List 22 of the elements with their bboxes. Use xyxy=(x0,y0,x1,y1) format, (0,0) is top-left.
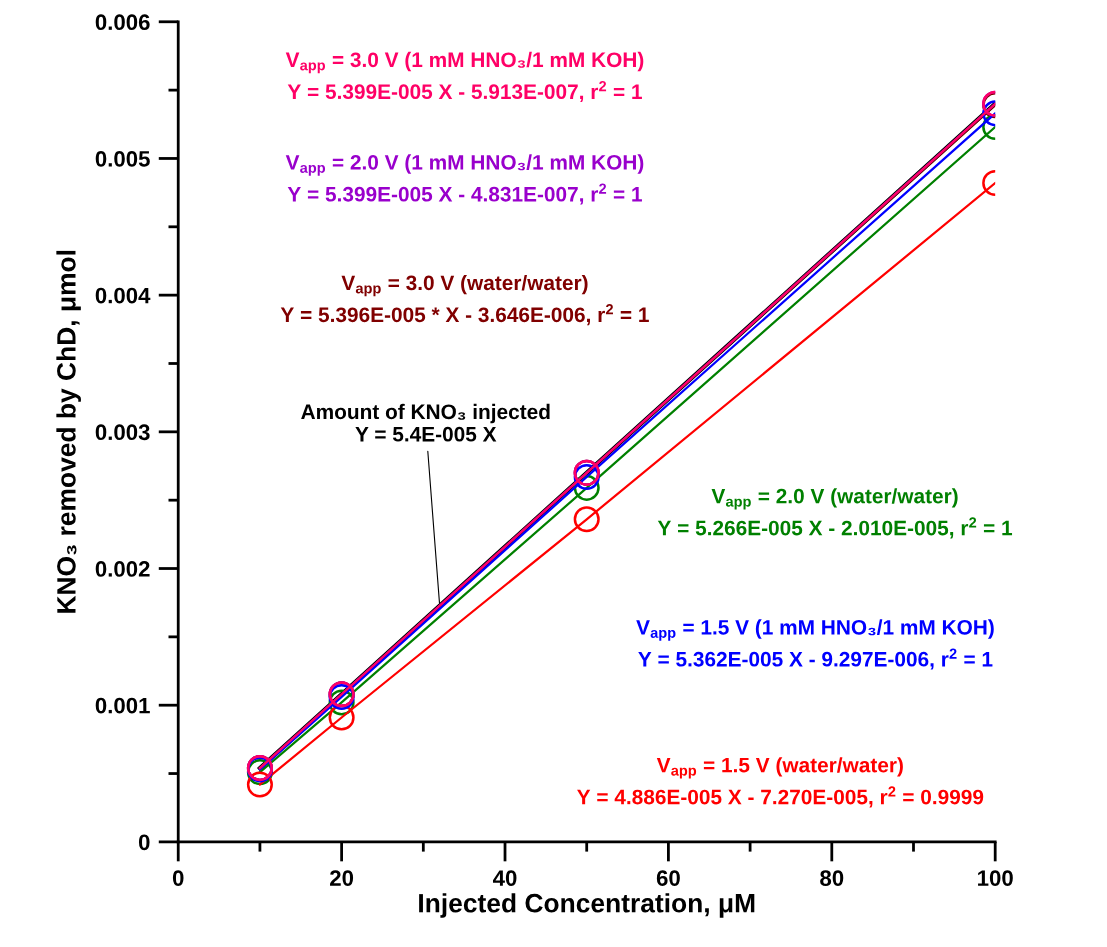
y-tick-label: 0.005 xyxy=(95,151,150,167)
y-axis-title: KNO₃ removed by ChD, μmol xyxy=(56,250,81,613)
text: V$_{app}$ = 3.0 V (1 mM HNO₃/1 mM KOH) Y = 5.399E-005 X - 5.913E-007, r$^{2}$ = 1 xyxy=(285,51,644,103)
y-tick-label: 0.002 xyxy=(95,561,150,577)
y-tick-label: 0.003 xyxy=(95,424,150,441)
x-axis-title: Injected Concentration, μM xyxy=(419,893,755,918)
y-tick-label: 0.004 xyxy=(95,287,151,304)
text: V$_{app}$ = 1.5 V (water/water) Y = 4.886E-005 X - 7.270E-005, r$^{2}$ = 0.9999 xyxy=(577,757,984,808)
y-tick-label: 0 xyxy=(138,834,150,851)
x-tick-label: 80 xyxy=(820,870,844,886)
y-tick-label: 0.001 xyxy=(95,697,150,714)
text: V$_{app}$ = 2.0 V (1 mM HNO₃/1 mM KOH) Y = 5.399E-005 X - 4.831E-007, r$^{2}$ = 1 xyxy=(285,154,644,205)
x-tick-label: 0 xyxy=(172,870,184,886)
y-tick-label: 0.006 xyxy=(95,14,150,31)
annotation: Amount of KNO₃ injected Y = 5.4E-005 X xyxy=(301,403,550,442)
text: V$_{app}$ = 2.0 V (water/water) Y = 5.266E-005 X - 2.010E-005, r$^{2}$ = 1 xyxy=(657,488,1013,539)
x-tick-label: 60 xyxy=(656,870,680,886)
text: V$_{app}$ = 1.5 V (1 mM HNO₃/1 mM KOH) Y = 5.362E-005 X - 9.297E-006, r$^{2}$ = 1 xyxy=(636,619,994,670)
x-tick-label: 20 xyxy=(330,870,354,886)
text: V$_{app}$ = 3.0 V (water/water) Y = 5.396E-005 * X - 3.646E-006, r$^{2}$ = 1 xyxy=(280,274,649,326)
x-tick-label: 40 xyxy=(492,870,517,886)
x-tick-label: 100 xyxy=(978,870,1013,886)
